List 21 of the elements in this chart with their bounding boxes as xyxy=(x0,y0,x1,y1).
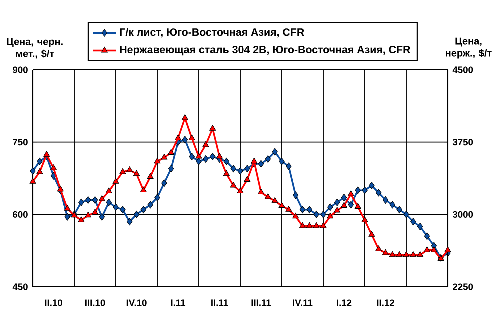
y2-axis-title: Цена, нерж., $/т xyxy=(446,38,492,59)
y-tick-label: 600 xyxy=(13,211,28,218)
x-tick-label: III.11 xyxy=(252,300,272,306)
y2-tick-label: 2250 xyxy=(453,284,474,290)
y-axis-title: Цена, черн. мет., $/т xyxy=(7,38,63,59)
y-tick-label: 900 xyxy=(13,66,28,74)
y-tick-label: 750 xyxy=(13,139,28,146)
x-tick-label: I.11 xyxy=(171,300,186,306)
legend-label: Г/к лист, Юго-Восточная Азия, CFR xyxy=(120,28,304,38)
y-tick-label: 450 xyxy=(12,284,28,290)
x-tick-label: III.10 xyxy=(86,300,106,306)
x-tick-label: IV.11 xyxy=(293,300,313,306)
y2-tick-label: 4500 xyxy=(452,66,474,74)
x-tick-label: I.12 xyxy=(337,300,352,306)
x-tick-label: II.11 xyxy=(212,300,228,306)
x-tick-label: II.12 xyxy=(377,300,394,306)
legend-label: Нержавеющая сталь 304 2B, Юго-Восточная Азия, CFR xyxy=(120,46,411,56)
y2-tick-label: 3750 xyxy=(452,139,474,146)
x-tick-label: IV.10 xyxy=(126,300,147,306)
x-tick-label: II.10 xyxy=(45,300,62,306)
y2-tick-label: 3000 xyxy=(452,211,474,218)
